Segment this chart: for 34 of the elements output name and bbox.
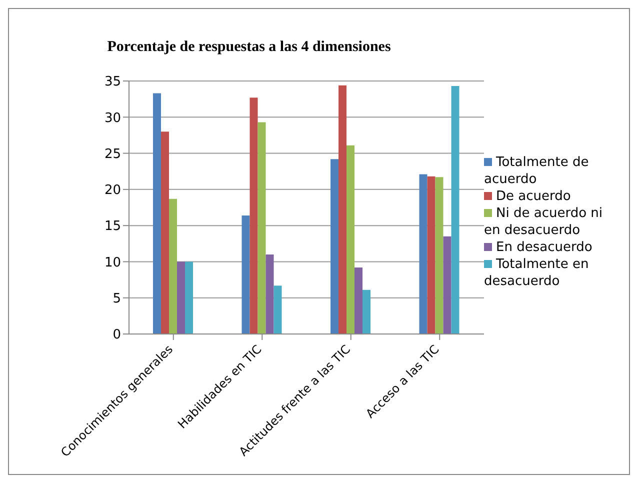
legend-label: De acuerdo	[496, 189, 571, 204]
y-tick-label: 0	[112, 328, 121, 343]
bar	[274, 286, 282, 334]
legend-label: Totalmente en desacuerdo	[484, 257, 589, 289]
bar	[427, 176, 436, 334]
y-tick-label: 25	[104, 146, 121, 162]
bar	[451, 86, 460, 334]
bar	[443, 236, 452, 334]
bar	[330, 159, 338, 334]
bar	[362, 290, 370, 334]
bar	[153, 93, 161, 334]
y-tick-label: 20	[104, 183, 121, 198]
y-tick-label: 10	[104, 255, 121, 270]
bar	[354, 267, 362, 334]
bar	[177, 262, 185, 334]
bar	[250, 98, 258, 334]
legend-label: En desacuerdo	[496, 240, 592, 255]
bar	[185, 262, 193, 334]
chart-title: Porcentaje de respuestas a las 4 dimensiones	[106, 39, 392, 56]
y-tick-label: 35	[104, 74, 121, 90]
y-tick-label: 15	[104, 219, 121, 234]
bar	[419, 174, 428, 334]
bar	[161, 132, 169, 334]
bar	[258, 122, 266, 334]
bar	[242, 215, 250, 334]
legend-label: Ni de acuerdo ni en desacuerdo	[484, 206, 603, 238]
y-tick-label: 5	[112, 291, 121, 306]
bar	[266, 254, 274, 334]
bar	[435, 177, 444, 334]
y-tick-label: 30	[104, 110, 121, 126]
bar	[346, 145, 354, 334]
bar	[169, 198, 177, 334]
legend-label: Totalmente de acuerdo	[484, 155, 589, 187]
bar	[338, 85, 346, 334]
